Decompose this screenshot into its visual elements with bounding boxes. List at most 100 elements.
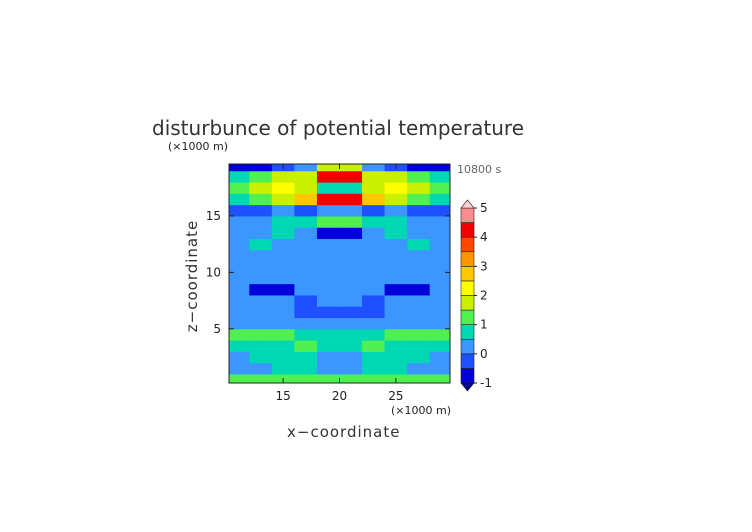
field-cell	[316, 204, 340, 217]
field-cell	[339, 164, 363, 172]
field-cell	[249, 170, 273, 183]
field-cell	[362, 351, 386, 364]
field-cell	[407, 182, 431, 194]
field-cell	[429, 294, 450, 307]
field-cell	[229, 164, 250, 172]
field-cell	[249, 373, 273, 383]
field-cell	[249, 317, 273, 330]
field-cell	[429, 306, 450, 319]
colorbar-box	[460, 353, 475, 369]
field-cell	[229, 328, 250, 341]
colorbar-tick-label: 2	[480, 289, 488, 303]
field-cell	[362, 373, 386, 383]
field-cell	[294, 283, 318, 296]
field-cell	[407, 351, 431, 364]
colorbar-box	[460, 266, 475, 282]
field-cell	[271, 170, 295, 183]
x-axis-label: x−coordinate	[287, 423, 400, 441]
field-cell	[229, 227, 250, 240]
field-cell	[271, 362, 295, 375]
field-cell	[316, 362, 340, 375]
field-cell	[316, 351, 340, 364]
field-cell	[294, 373, 318, 383]
field-cell	[429, 182, 450, 194]
field-cell	[249, 227, 273, 240]
field-cell	[429, 261, 450, 273]
field-cell	[229, 238, 250, 251]
field-cell	[229, 215, 250, 228]
field-cell	[271, 227, 295, 240]
field-cell	[362, 261, 386, 273]
field-cell	[339, 261, 363, 273]
colorbar-over	[460, 199, 475, 209]
field-cell	[362, 306, 386, 319]
field-cell	[316, 261, 340, 273]
field-cell	[316, 238, 340, 251]
field-cell	[229, 249, 250, 262]
field-cell	[316, 283, 340, 296]
field-cell	[271, 261, 295, 273]
field-cell	[294, 164, 318, 172]
colorbar-box	[460, 280, 475, 296]
field-cell	[362, 215, 386, 228]
field-cell	[229, 272, 250, 285]
field-cell	[271, 306, 295, 319]
field-cell	[407, 294, 431, 307]
colorbar-box	[460, 309, 475, 325]
y-tick-label: 10	[206, 265, 221, 279]
x-tick-label: 20	[332, 389, 347, 403]
field-cell	[294, 182, 318, 194]
field-cell	[429, 193, 450, 206]
field-cell	[384, 328, 408, 341]
field-cell	[362, 340, 386, 352]
field-cell	[316, 249, 340, 262]
field-cell	[339, 249, 363, 262]
field-cell	[384, 261, 408, 273]
field-cell	[249, 283, 273, 296]
contour-field	[229, 164, 450, 383]
field-cell	[384, 193, 408, 206]
field-cell	[339, 328, 363, 341]
field-cell	[229, 351, 250, 364]
field-cell	[229, 306, 250, 319]
field-cell	[362, 362, 386, 375]
field-cell	[294, 351, 318, 364]
field-cell	[339, 340, 363, 352]
field-cell	[362, 182, 386, 194]
field-cell	[249, 204, 273, 217]
field-cell	[229, 373, 250, 383]
field-cell	[229, 317, 250, 330]
field-cell	[407, 373, 431, 383]
field-cell	[339, 362, 363, 375]
field-cell	[384, 204, 408, 217]
field-cell	[384, 249, 408, 262]
field-cell	[316, 317, 340, 330]
field-cell	[384, 215, 408, 228]
field-cell	[316, 170, 340, 183]
field-cell	[339, 215, 363, 228]
field-cell	[249, 182, 273, 194]
field-cell	[407, 227, 431, 240]
field-cell	[294, 215, 318, 228]
field-cell	[384, 170, 408, 183]
field-cell	[429, 283, 450, 296]
field-cell	[271, 283, 295, 296]
colorbar-tick-label: 3	[480, 259, 488, 273]
field-cell	[249, 261, 273, 273]
colorbar-tick-label: -1	[480, 376, 492, 390]
field-cell	[362, 294, 386, 307]
field-cell	[229, 283, 250, 296]
field-cell	[271, 294, 295, 307]
field-cell	[339, 204, 363, 217]
field-cell	[316, 328, 340, 341]
field-cell	[339, 272, 363, 285]
field-cell	[429, 249, 450, 262]
field-cell	[407, 204, 431, 217]
colorbar-box	[460, 222, 475, 238]
colorbar-box	[460, 295, 475, 311]
field-cell	[429, 170, 450, 183]
field-cell	[271, 317, 295, 330]
field-cell	[294, 317, 318, 330]
colorbar-box	[460, 207, 475, 223]
